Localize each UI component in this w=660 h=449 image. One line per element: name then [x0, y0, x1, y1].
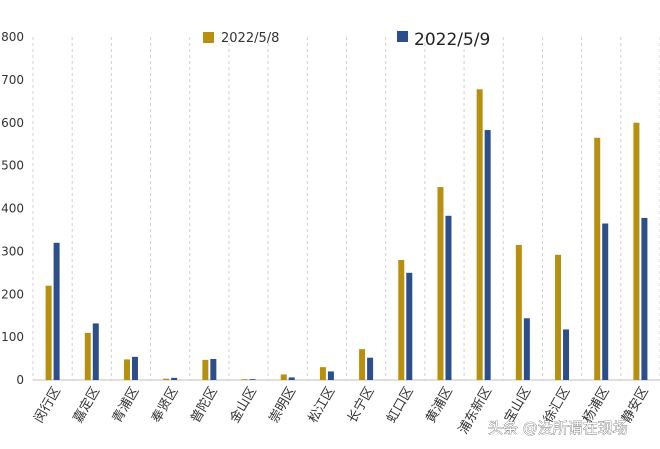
y-tick-label: 700 [1, 73, 24, 87]
y-tick-label: 600 [1, 116, 24, 130]
x-tick-label: 长宁区 [344, 384, 377, 426]
x-tick-label: 奉贤区 [149, 385, 181, 426]
bar-series1 [594, 137, 601, 380]
legend-label: 2022/5/9 [414, 30, 490, 50]
x-tick-label: 青浦区 [110, 385, 142, 426]
bar-series2 [327, 371, 334, 380]
bar-series2 [484, 130, 491, 380]
bar-series2 [445, 215, 452, 380]
watermark-text: 头条 @没所谓在现场 [488, 419, 628, 437]
bar-series2 [92, 323, 99, 380]
legend-swatch [203, 32, 214, 43]
bar-series1 [123, 359, 130, 380]
x-tick-label: 虹口区 [384, 385, 416, 426]
bar-series2 [406, 272, 413, 380]
bar-series2 [249, 379, 256, 380]
x-tick-label: 金山区 [227, 384, 260, 426]
bar-series2 [53, 242, 60, 380]
bar-series2 [602, 223, 609, 380]
bar-series1 [398, 259, 405, 380]
bar-series2 [210, 358, 217, 380]
bars [45, 89, 648, 381]
x-tick-label: 普陀区 [187, 384, 220, 426]
x-tick-label: 松江区 [306, 385, 338, 426]
x-tick-label: 嘉定区 [71, 385, 103, 426]
x-tick-label: 黄浦区 [423, 385, 455, 426]
y-tick-label: 300 [1, 244, 24, 258]
bar-series2 [641, 217, 648, 380]
bar-series1 [319, 367, 326, 380]
y-tick-label: 800 [1, 30, 24, 44]
legend-label: 2022/5/8 [221, 31, 279, 46]
bar-series1 [437, 187, 444, 380]
bar-series1 [555, 254, 562, 380]
bar-series1 [45, 285, 52, 380]
bar-series2 [523, 318, 530, 380]
y-tick-label: 500 [1, 159, 24, 173]
bar-series1 [280, 374, 287, 380]
bar-series1 [241, 379, 248, 380]
bar-series2 [367, 357, 374, 380]
legend-swatch [397, 31, 408, 42]
bar-series1 [202, 359, 209, 380]
grid-lines [32, 37, 660, 380]
bar-series2 [563, 329, 570, 380]
x-tick-label: 闵行区 [32, 385, 64, 426]
bar-series1 [476, 89, 483, 381]
bar-series1 [633, 122, 640, 380]
bar-series1 [515, 244, 522, 380]
bar-series2 [171, 377, 178, 380]
bar-series2 [288, 377, 295, 380]
y-tick-label: 0 [16, 373, 24, 387]
x-tick-label: 崇明区 [267, 385, 299, 426]
y-tick-label: 400 [1, 202, 24, 216]
y-tick-label: 200 [1, 287, 24, 301]
y-axis: 0 100 200 300 400 500 600 700 800 [1, 30, 660, 387]
bar-series1 [359, 349, 366, 380]
bar-series2 [131, 356, 138, 380]
bar-series1 [84, 332, 91, 380]
legend: 2022/5/8 2022/5/9 [203, 30, 490, 50]
y-tick-label: 100 [1, 330, 24, 344]
bar-series1 [163, 378, 170, 380]
